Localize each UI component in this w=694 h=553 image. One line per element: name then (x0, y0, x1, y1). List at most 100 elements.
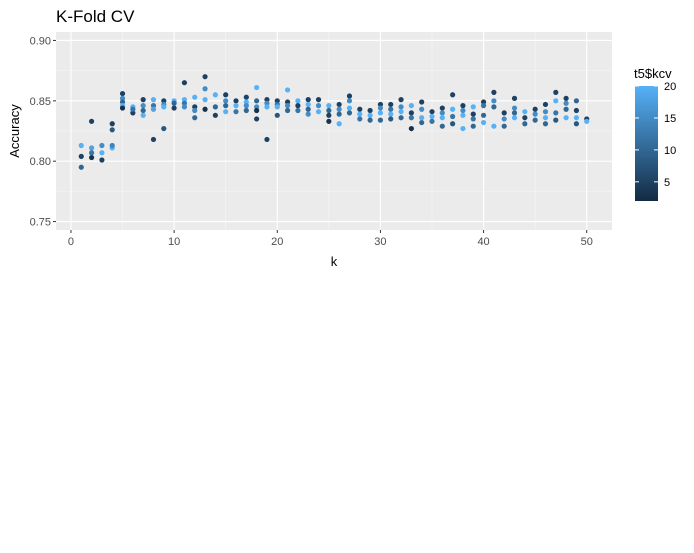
data-point (450, 113, 456, 120)
data-point (192, 115, 198, 121)
data-point (398, 104, 404, 110)
legend-break-label: 20 (664, 81, 676, 93)
data-point (480, 99, 487, 105)
data-point (357, 106, 363, 112)
data-point (357, 116, 363, 122)
data-point (408, 103, 414, 109)
data-point (284, 87, 291, 93)
data-point (429, 113, 435, 120)
minor-gridlines (56, 32, 612, 230)
data-point (542, 101, 549, 108)
data-point (408, 125, 414, 132)
data-point (140, 112, 146, 118)
data-point (563, 115, 569, 121)
data-point (274, 104, 280, 110)
data-point (305, 101, 311, 108)
data-point (419, 106, 425, 112)
data-point (573, 115, 580, 121)
data-point (439, 123, 445, 129)
data-point (563, 100, 569, 106)
data-point (99, 142, 105, 149)
data-point (192, 94, 198, 100)
y-tick-label: 0.90 (30, 35, 51, 47)
data-point (346, 93, 353, 99)
data-point (553, 110, 559, 116)
data-point (470, 116, 476, 122)
data-point (450, 106, 456, 112)
data-point (150, 97, 157, 103)
x-tick-label: 50 (581, 236, 593, 248)
data-point (233, 103, 239, 109)
data-point (573, 98, 580, 104)
data-point (501, 123, 507, 129)
data-point (202, 86, 208, 92)
data-point (346, 110, 353, 116)
data-point (181, 104, 188, 110)
data-point (511, 110, 518, 116)
legend: t5$kcv 5 10 15 20 (634, 66, 676, 201)
data-point (254, 116, 260, 122)
data-point (192, 104, 198, 110)
data-point (573, 107, 580, 114)
y-tick-label: 0.85 (30, 96, 51, 108)
data-point (254, 107, 260, 114)
data-point (388, 106, 394, 112)
data-point (470, 123, 476, 129)
data-point (192, 107, 198, 114)
data-point (501, 116, 507, 122)
data-point (470, 111, 476, 117)
data-point (336, 101, 342, 108)
data-point (212, 112, 218, 118)
data-point (212, 104, 218, 110)
data-point (511, 95, 518, 101)
data-point (367, 107, 373, 114)
legend-title: t5$kcv (634, 66, 672, 81)
data-point (181, 80, 188, 86)
data-point (439, 110, 445, 116)
x-tick-label: 0 (68, 236, 74, 248)
data-point (439, 105, 445, 111)
data-point (254, 104, 260, 110)
data-point (326, 118, 332, 124)
data-point (161, 104, 167, 110)
data-point (264, 104, 270, 110)
data-point (480, 103, 487, 109)
data-point (511, 105, 518, 111)
data-point (284, 107, 291, 114)
data-point (88, 118, 95, 124)
data-point (223, 98, 229, 104)
data-point (542, 109, 549, 115)
data-point (336, 121, 342, 127)
data-point (119, 99, 126, 105)
data-point (460, 125, 466, 132)
data-point (243, 94, 249, 100)
data-point (99, 157, 105, 163)
data-point (202, 97, 208, 103)
data-point (450, 121, 456, 127)
data-point (429, 118, 435, 124)
data-point (305, 111, 311, 117)
data-point (161, 125, 167, 132)
data-point (346, 98, 353, 104)
data-point (254, 84, 260, 91)
data-point (109, 127, 115, 133)
data-point (295, 103, 301, 109)
data-point (367, 112, 373, 118)
data-point (140, 97, 146, 103)
data-point (522, 115, 528, 121)
data-point (522, 109, 528, 115)
data-point (326, 103, 332, 109)
data-point (243, 99, 249, 105)
data-point (532, 106, 538, 112)
data-point (398, 97, 404, 103)
data-point (388, 101, 394, 108)
data-point (315, 109, 322, 115)
y-tick-label: 0.80 (30, 156, 51, 168)
data-point (553, 117, 559, 123)
data-point (78, 153, 84, 159)
data-point (336, 111, 342, 117)
data-point (264, 100, 270, 106)
data-point (450, 92, 456, 98)
data-point (264, 97, 270, 103)
